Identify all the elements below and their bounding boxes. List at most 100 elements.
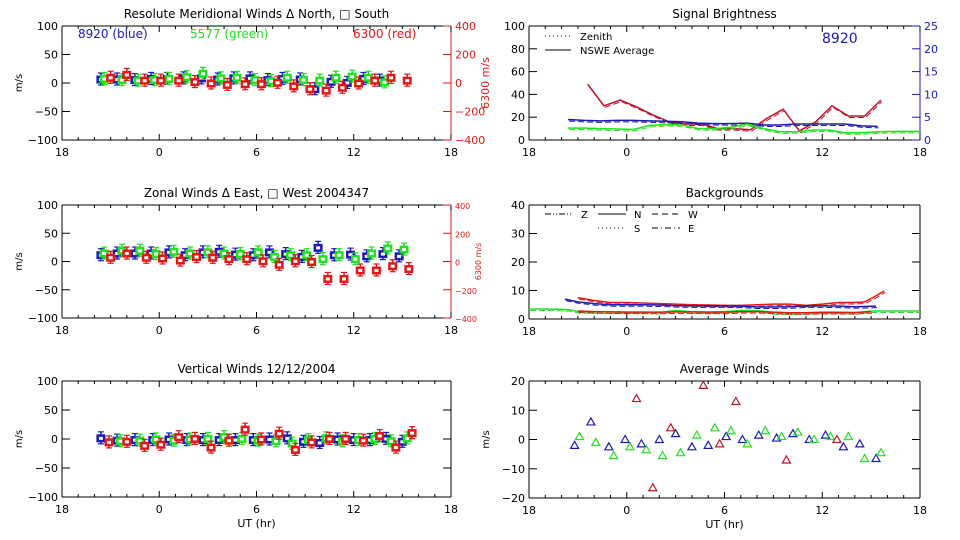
marker-hole: [343, 437, 348, 441]
x-tick-label: 0: [623, 146, 630, 159]
y-tick-label: −20: [502, 492, 525, 505]
marker-hole: [291, 84, 296, 88]
marker-hole: [385, 246, 390, 250]
marker-hole: [119, 249, 124, 253]
y-tick-label: 10: [511, 285, 525, 298]
marker-hole: [325, 277, 330, 281]
data-point-6300: [106, 250, 116, 264]
marker-hole: [390, 264, 395, 268]
marker-hole: [353, 257, 358, 261]
data-point-6300: [358, 433, 368, 447]
data-point-6300: [175, 253, 185, 267]
marker-hole: [102, 252, 107, 256]
marker-hole: [154, 252, 159, 256]
marker-hole: [124, 73, 129, 77]
data-point-5577: [725, 425, 737, 435]
marker-hole: [218, 76, 223, 80]
marker-hole: [277, 263, 282, 267]
data-point-5577: [383, 241, 393, 255]
y2-tick-label: 5: [924, 111, 931, 124]
data-point-5577: [709, 422, 720, 432]
data-point-6300: [386, 70, 396, 84]
data-point-5577: [675, 447, 686, 457]
x-tick-label: 18: [55, 503, 69, 516]
data-point-6300: [402, 73, 412, 87]
marker-hole: [248, 76, 253, 80]
marker-hole: [377, 79, 382, 83]
data-point-6300: [222, 77, 232, 92]
plot-area: [568, 83, 920, 135]
series-line-6300-W: [577, 310, 872, 314]
legend-label: W: [688, 210, 698, 221]
data-point-6300: [289, 79, 299, 93]
y-tick-label: 0: [51, 77, 58, 90]
marker-hole: [132, 438, 137, 442]
annotation-green: 5577 (green): [190, 27, 268, 41]
data-point-8920: [620, 434, 631, 444]
x-tick-label: 0: [156, 503, 163, 516]
data-point-5577: [266, 74, 276, 88]
data-point-8920: [753, 429, 764, 439]
data-point-8920: [838, 441, 849, 451]
data-point-6300: [156, 73, 166, 87]
data-point-6300: [698, 381, 709, 389]
marker-hole: [243, 428, 248, 432]
marker-hole: [377, 434, 382, 438]
data-point-5577: [253, 245, 263, 259]
x-tick-label: 6: [253, 503, 260, 516]
marker-hole: [252, 78, 257, 82]
x-tick-label: 6: [253, 146, 260, 159]
data-point-8920: [703, 440, 714, 449]
data-point-8920: [820, 429, 831, 439]
annotation-red: 6300 (red): [353, 27, 416, 41]
marker-hole: [166, 77, 171, 81]
marker-hole: [192, 80, 197, 84]
marker-hole: [312, 87, 317, 91]
chart-title: Backgrounds: [686, 186, 764, 200]
y-tick-label: 50: [44, 49, 58, 62]
data-point-8920: [346, 247, 356, 261]
legend-label: N: [634, 210, 641, 221]
marker-hole: [142, 444, 147, 448]
marker-hole: [244, 257, 249, 261]
data-point-5577: [203, 431, 213, 446]
marker-hole: [356, 438, 361, 442]
marker-hole: [160, 256, 165, 260]
data-point-5577: [115, 434, 125, 448]
x-tick-label: 12: [347, 146, 361, 159]
marker-hole: [166, 438, 171, 441]
x-tick-label: 18: [913, 146, 927, 159]
marker-hole: [364, 254, 369, 258]
data-point-8920: [248, 432, 258, 447]
marker-hole: [337, 253, 342, 257]
y-tick-label: 20: [511, 256, 525, 269]
marker-hole: [154, 438, 159, 441]
marker-hole: [340, 86, 345, 90]
marker-hole: [309, 440, 314, 444]
marker-hole: [201, 250, 206, 254]
marker-hole: [333, 76, 338, 80]
data-point-5577: [825, 431, 836, 441]
data-point-6300: [647, 482, 658, 492]
series-line-8920: [568, 118, 878, 128]
x-tick-label: 18: [444, 146, 458, 159]
data-point-6300: [240, 77, 250, 91]
data-point-8920: [870, 453, 882, 463]
marker-hole: [285, 436, 290, 440]
marker-hole: [205, 250, 210, 254]
marker-hole: [115, 252, 120, 256]
data-point-6300: [714, 438, 725, 448]
chart-title: Signal Brightness: [672, 7, 777, 21]
marker-hole: [217, 250, 222, 254]
chart-title: Resolute Meridional Winds Δ North, □ Sou…: [124, 7, 390, 21]
marker-hole: [209, 82, 214, 85]
marker-hole: [367, 438, 372, 442]
data-point-6300: [157, 251, 167, 265]
data-point-6300: [290, 442, 300, 457]
marker-hole: [176, 435, 181, 439]
data-point-8920: [721, 431, 732, 441]
y2-tick-label: 0: [455, 77, 462, 90]
data-point-6300: [339, 271, 349, 286]
